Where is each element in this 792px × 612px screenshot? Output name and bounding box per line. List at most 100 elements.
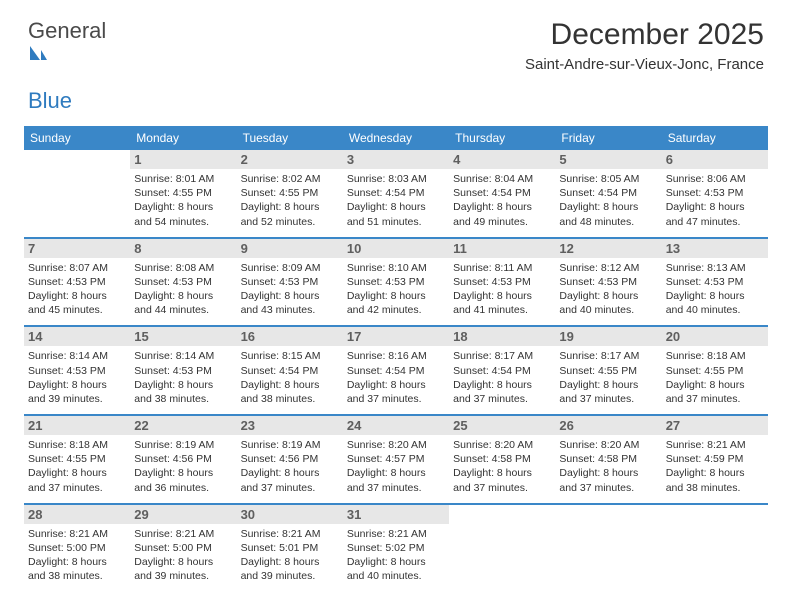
daylight-line: Daylight: 8 hours and 39 minutes. xyxy=(241,555,339,583)
day-details: Sunrise: 8:16 AMSunset: 4:54 PMDaylight:… xyxy=(347,349,445,406)
sunrise-line: Sunrise: 8:21 AM xyxy=(241,527,339,541)
daylight-line: Daylight: 8 hours and 44 minutes. xyxy=(134,289,232,317)
day-of-week-header: Thursday xyxy=(449,126,555,150)
logo-text: General Blue xyxy=(28,18,106,114)
day-number: 22 xyxy=(130,416,236,435)
daylight-line: Daylight: 8 hours and 38 minutes. xyxy=(28,555,126,583)
day-number: 3 xyxy=(343,150,449,169)
day-number: 15 xyxy=(130,327,236,346)
calendar-cell: 10Sunrise: 8:10 AMSunset: 4:53 PMDayligh… xyxy=(343,239,449,326)
sunset-line: Sunset: 4:59 PM xyxy=(666,452,764,466)
sunrise-line: Sunrise: 8:14 AM xyxy=(134,349,232,363)
day-number: 25 xyxy=(449,416,555,435)
calendar-weeks: 1Sunrise: 8:01 AMSunset: 4:55 PMDaylight… xyxy=(24,150,768,591)
sunrise-line: Sunrise: 8:11 AM xyxy=(453,261,551,275)
sunrise-line: Sunrise: 8:13 AM xyxy=(666,261,764,275)
day-of-week-header: Saturday xyxy=(662,126,768,150)
page-title: December 2025 xyxy=(525,18,764,52)
daylight-line: Daylight: 8 hours and 39 minutes. xyxy=(28,378,126,406)
calendar-cell: 18Sunrise: 8:17 AMSunset: 4:54 PMDayligh… xyxy=(449,327,555,414)
sunset-line: Sunset: 5:00 PM xyxy=(134,541,232,555)
sunrise-line: Sunrise: 8:19 AM xyxy=(134,438,232,452)
calendar: SundayMondayTuesdayWednesdayThursdayFrid… xyxy=(24,126,768,591)
calendar-cell xyxy=(449,505,555,592)
day-details: Sunrise: 8:06 AMSunset: 4:53 PMDaylight:… xyxy=(666,172,764,229)
sunrise-line: Sunrise: 8:20 AM xyxy=(347,438,445,452)
day-number: 29 xyxy=(130,505,236,524)
day-number: 2 xyxy=(237,150,343,169)
sunrise-line: Sunrise: 8:09 AM xyxy=(241,261,339,275)
sunrise-line: Sunrise: 8:17 AM xyxy=(559,349,657,363)
day-of-week-header: Monday xyxy=(130,126,236,150)
sunrise-line: Sunrise: 8:02 AM xyxy=(241,172,339,186)
calendar-cell: 27Sunrise: 8:21 AMSunset: 4:59 PMDayligh… xyxy=(662,416,768,503)
calendar-cell: 25Sunrise: 8:20 AMSunset: 4:58 PMDayligh… xyxy=(449,416,555,503)
day-details: Sunrise: 8:03 AMSunset: 4:54 PMDaylight:… xyxy=(347,172,445,229)
daylight-line: Daylight: 8 hours and 49 minutes. xyxy=(453,200,551,228)
sunrise-line: Sunrise: 8:16 AM xyxy=(347,349,445,363)
day-number: 27 xyxy=(662,416,768,435)
day-details: Sunrise: 8:07 AMSunset: 4:53 PMDaylight:… xyxy=(28,261,126,318)
daylight-line: Daylight: 8 hours and 38 minutes. xyxy=(241,378,339,406)
calendar-cell: 7Sunrise: 8:07 AMSunset: 4:53 PMDaylight… xyxy=(24,239,130,326)
calendar-cell: 24Sunrise: 8:20 AMSunset: 4:57 PMDayligh… xyxy=(343,416,449,503)
day-number: 5 xyxy=(555,150,661,169)
calendar-cell xyxy=(662,505,768,592)
day-number: 11 xyxy=(449,239,555,258)
day-number: 18 xyxy=(449,327,555,346)
sunset-line: Sunset: 4:55 PM xyxy=(28,452,126,466)
calendar-week: 28Sunrise: 8:21 AMSunset: 5:00 PMDayligh… xyxy=(24,505,768,592)
sunrise-line: Sunrise: 8:19 AM xyxy=(241,438,339,452)
day-number: 20 xyxy=(662,327,768,346)
calendar-cell: 11 Sunrise: 8:11 AMSunset: 4:53 PMDayligh… xyxy=(449,239,555,326)
day-number: 23 xyxy=(237,416,343,435)
daylight-line: Daylight: 8 hours and 45 minutes. xyxy=(28,289,126,317)
day-details: Sunrise: 8:01 AMSunset: 4:55 PMDaylight:… xyxy=(134,172,232,229)
day-number: 24 xyxy=(343,416,449,435)
daylight-line: Daylight: 8 hours and 43 minutes. xyxy=(241,289,339,317)
day-details: Sunrise: 8:20 AMSunset: 4:58 PMDaylight:… xyxy=(559,438,657,495)
sunset-line: Sunset: 4:54 PM xyxy=(347,364,445,378)
day-details: Sunrise: 8:11 AMSunset: 4:53 PMDaylight:… xyxy=(453,261,551,318)
calendar-week: 14Sunrise: 8:14 AMSunset: 4:53 PMDayligh… xyxy=(24,327,768,416)
day-number: 10 xyxy=(343,239,449,258)
day-details: Sunrise: 8:19 AMSunset: 4:56 PMDaylight:… xyxy=(134,438,232,495)
sunset-line: Sunset: 5:01 PM xyxy=(241,541,339,555)
daylight-line: Daylight: 8 hours and 48 minutes. xyxy=(559,200,657,228)
calendar-cell: 19Sunrise: 8:17 AMSunset: 4:55 PMDayligh… xyxy=(555,327,661,414)
sunset-line: Sunset: 4:54 PM xyxy=(347,186,445,200)
day-of-week-header: Sunday xyxy=(24,126,130,150)
daylight-line: Daylight: 8 hours and 40 minutes. xyxy=(347,555,445,583)
daylight-line: Daylight: 8 hours and 38 minutes. xyxy=(134,378,232,406)
sunrise-line: Sunrise: 8:17 AM xyxy=(453,349,551,363)
daylight-line: Daylight: 8 hours and 51 minutes. xyxy=(347,200,445,228)
sunset-line: Sunset: 4:55 PM xyxy=(241,186,339,200)
sunset-line: Sunset: 4:53 PM xyxy=(666,275,764,289)
daylight-line: Daylight: 8 hours and 40 minutes. xyxy=(666,289,764,317)
sunset-line: Sunset: 4:54 PM xyxy=(453,364,551,378)
calendar-cell: 14Sunrise: 8:14 AMSunset: 4:53 PMDayligh… xyxy=(24,327,130,414)
calendar-cell: 6Sunrise: 8:06 AMSunset: 4:53 PMDaylight… xyxy=(662,150,768,237)
sunrise-line: Sunrise: 8:20 AM xyxy=(453,438,551,452)
daylight-line: Daylight: 8 hours and 38 minutes. xyxy=(666,466,764,494)
daylight-line: Daylight: 8 hours and 37 minutes. xyxy=(241,466,339,494)
day-of-week-header: Friday xyxy=(555,126,661,150)
sunset-line: Sunset: 4:53 PM xyxy=(453,275,551,289)
sunset-line: Sunset: 4:55 PM xyxy=(134,186,232,200)
calendar-cell: 20 Sunrise: 8:18 AMSunset: 4:55 PMDayligh… xyxy=(662,327,768,414)
logo-text-blue: Blue xyxy=(28,88,72,113)
day-number: 9 xyxy=(237,239,343,258)
day-number: 30 xyxy=(237,505,343,524)
daylight-line: Daylight: 8 hours and 52 minutes. xyxy=(241,200,339,228)
logo-text-gray: General xyxy=(28,18,106,43)
sunrise-line: Sunrise: 8:10 AM xyxy=(347,261,445,275)
calendar-cell: 30 Sunrise: 8:21 AMSunset: 5:01 PMDayligh… xyxy=(237,505,343,592)
calendar-cell: 26Sunrise: 8:20 AMSunset: 4:58 PMDayligh… xyxy=(555,416,661,503)
sunset-line: Sunset: 4:53 PM xyxy=(134,275,232,289)
sunset-line: Sunset: 4:56 PM xyxy=(134,452,232,466)
sunrise-line: Sunrise: 8:05 AM xyxy=(559,172,657,186)
day-details: Sunrise: 8:18 AMSunset: 4:55 PMDaylight:… xyxy=(666,349,764,406)
day-of-week-header: Tuesday xyxy=(237,126,343,150)
day-details: Sunrise: 8:21 AMSunset: 5:02 PMDaylight:… xyxy=(347,527,445,584)
day-number: 17 xyxy=(343,327,449,346)
